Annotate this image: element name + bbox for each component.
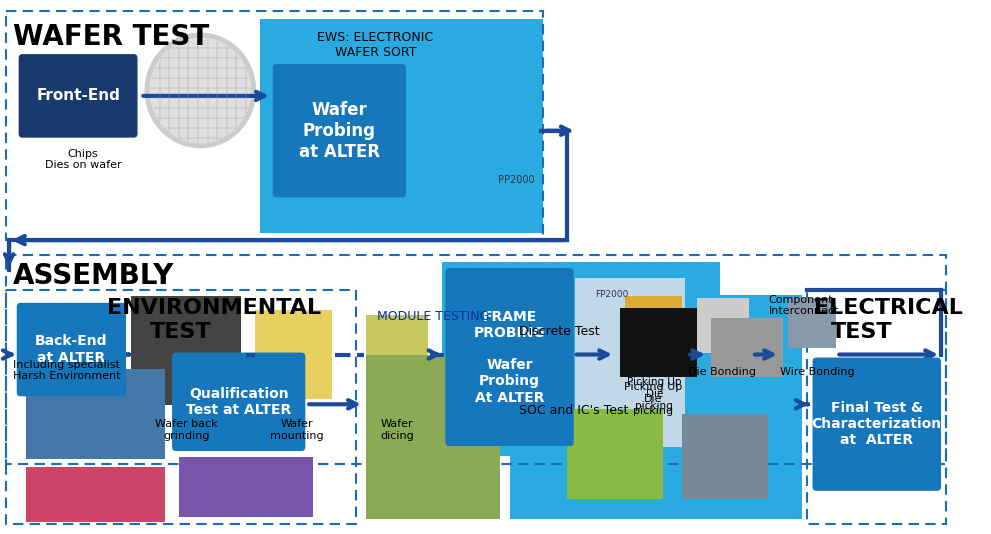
Text: EWS: ELECTRONIC
WAFER SORT: EWS: ELECTRONIC WAFER SORT <box>317 31 433 59</box>
Text: PP2000: PP2000 <box>498 175 535 185</box>
Bar <box>6 290 356 524</box>
FancyBboxPatch shape <box>17 303 126 396</box>
Text: Including specialist
Harsh Environment: Including specialist Harsh Environment <box>13 359 121 381</box>
Text: Final Test &
Characterization
at  ALTER: Final Test & Characterization at ALTER <box>812 401 941 447</box>
Bar <box>6 11 543 240</box>
Text: ASSEMBLY: ASSEMBLY <box>13 262 174 290</box>
FancyBboxPatch shape <box>19 54 138 138</box>
Text: Qualification
Test at ALTER: Qualification Test at ALTER <box>186 387 291 417</box>
Bar <box>567 409 663 499</box>
Text: SOC and IC's Test: SOC and IC's Test <box>519 404 628 417</box>
Bar <box>509 295 802 519</box>
Text: Die Bonding: Die Bonding <box>689 367 756 378</box>
FancyBboxPatch shape <box>273 64 406 198</box>
Text: ENVIRONMENTAL: ENVIRONMENTAL <box>107 298 321 318</box>
Text: Chips
Dies on wafer: Chips Dies on wafer <box>45 148 121 170</box>
Text: Front-End: Front-End <box>36 89 120 104</box>
Text: Wafer
Probing
at ALTER: Wafer Probing at ALTER <box>299 101 380 161</box>
FancyBboxPatch shape <box>813 358 941 491</box>
Text: Component
Interconnect: Component Interconnect <box>768 295 839 317</box>
Bar <box>711 318 783 378</box>
Text: Picking Up
Die
picking: Picking Up Die picking <box>624 382 683 415</box>
Bar <box>619 308 697 378</box>
Bar <box>6 255 945 464</box>
Bar <box>807 290 945 524</box>
Bar <box>366 315 428 394</box>
Text: Wafer
dicing: Wafer dicing <box>381 419 414 441</box>
Text: Back-End
at ALTER: Back-End at ALTER <box>35 334 108 365</box>
Bar <box>575 278 685 447</box>
Text: Wafer
mounting: Wafer mounting <box>270 419 323 441</box>
Bar <box>27 467 165 522</box>
Text: Discrete Test: Discrete Test <box>519 325 600 337</box>
Circle shape <box>146 33 256 147</box>
Bar <box>131 296 241 405</box>
Text: MODULE TESTING: MODULE TESTING <box>377 310 489 323</box>
Text: FP2000: FP2000 <box>596 290 629 300</box>
Text: WAFER TEST: WAFER TEST <box>13 23 209 51</box>
Bar <box>27 370 165 459</box>
Bar <box>366 355 500 519</box>
Bar <box>788 298 835 348</box>
Bar <box>697 298 749 352</box>
Text: TEST: TEST <box>150 321 212 342</box>
FancyBboxPatch shape <box>445 268 574 446</box>
Bar <box>261 19 543 233</box>
Text: Wire Bonding: Wire Bonding <box>780 367 854 378</box>
Bar <box>624 296 682 365</box>
Bar <box>682 414 768 499</box>
Text: FRAME
PROBING

Wafer
Probing
At ALTER: FRAME PROBING Wafer Probing At ALTER <box>474 310 545 405</box>
Text: TEST: TEST <box>830 321 892 342</box>
FancyBboxPatch shape <box>172 352 305 451</box>
Text: Picking Up
Die
picking: Picking Up Die picking <box>627 378 682 411</box>
Bar <box>178 457 313 517</box>
Text: ELECTRICAL: ELECTRICAL <box>815 298 963 318</box>
Text: Wafer back
grinding: Wafer back grinding <box>156 419 218 441</box>
Bar <box>442 262 720 456</box>
Circle shape <box>150 38 251 143</box>
Bar <box>256 310 332 399</box>
